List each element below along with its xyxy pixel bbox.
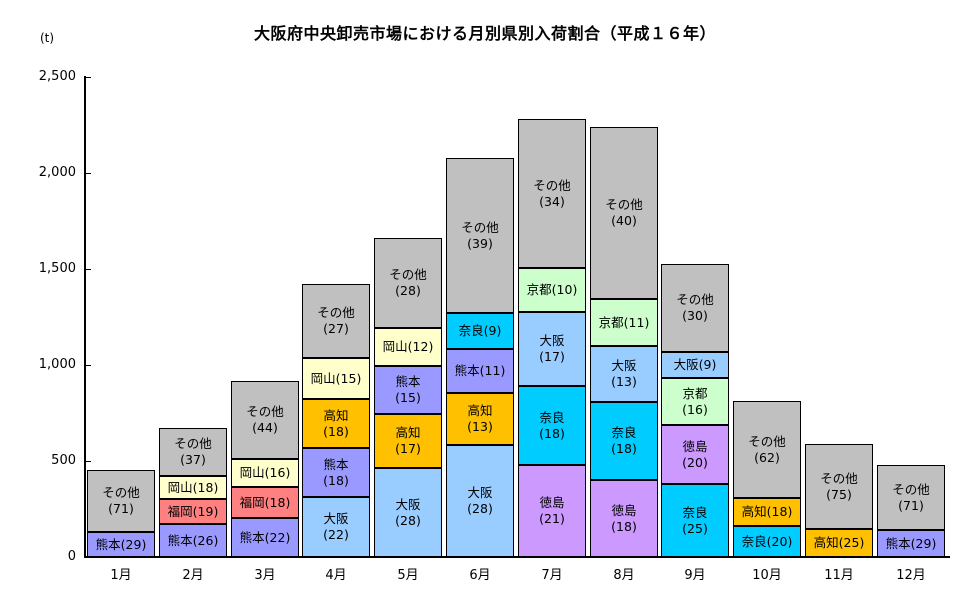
y-axis-tick-label: 0	[67, 549, 76, 564]
x-axis-category-label: 11月	[824, 568, 854, 583]
x-axis-line	[84, 556, 950, 558]
bar-segment-nara: 奈良 (18)	[518, 386, 586, 465]
bar-segment-kyoto: 京都(10)	[518, 268, 586, 312]
bar-segment-other: その他 (71)	[87, 470, 155, 532]
bar-segment-kumamoto: 熊本(29)	[87, 532, 155, 557]
y-axis-unit-label: (t)	[40, 31, 55, 45]
bar-segment-kochi: 高知(25)	[805, 529, 873, 557]
bar-segment-kochi: 高知(18)	[302, 399, 370, 448]
y-axis-tick-label: 500	[51, 453, 76, 468]
bar-segment-osaka: 大阪 (28)	[374, 468, 442, 557]
x-axis-category-label: 2月	[182, 568, 204, 583]
x-axis-category-label: 5月	[397, 568, 419, 583]
y-axis-tick-mark	[86, 77, 91, 78]
y-axis-line	[84, 76, 86, 558]
bar-segment-kumamoto: 熊本 (15)	[374, 366, 442, 414]
bar-month-3: 熊本(22) 福岡(18) 岡山(16) その他 (44)	[231, 76, 299, 557]
bar-segment-kochi: 高知 (17)	[374, 414, 442, 468]
bar-month-1: 熊本(29) その他 (71)	[87, 76, 155, 557]
y-axis-tick-label: 1,500	[38, 261, 76, 276]
x-axis-category-label: 6月	[469, 568, 491, 583]
bar-month-8: 徳島 (18) 奈良 (18) 大阪 (13) 京都(11) その他 (40)	[590, 76, 658, 557]
x-axis-category-label: 1月	[110, 568, 132, 583]
bar-segment-kumamoto: 熊本(22)	[231, 518, 299, 557]
x-axis-category-label: 4月	[325, 568, 347, 583]
bar-segment-other: その他 (62)	[733, 401, 801, 498]
bar-segment-other: その他 (44)	[231, 381, 299, 459]
bar-segment-other: その他 (39)	[446, 158, 514, 313]
bar-segment-kumamoto: 熊本(11)	[446, 349, 514, 393]
bar-segment-okayama: 岡山(15)	[302, 358, 370, 399]
x-axis-category-label: 3月	[254, 568, 276, 583]
bar-segment-osaka: 大阪 (28)	[446, 445, 514, 557]
bar-segment-fukuoka: 福岡(19)	[159, 499, 227, 524]
y-axis-tick-mark	[86, 173, 91, 174]
bar-segment-osaka: 大阪 (17)	[518, 312, 586, 386]
bar-month-4: 大阪 (22) 熊本 (18) 高知 (18) 岡山(15) その他 (27)	[302, 76, 370, 557]
bar-segment-kochi: 高知(18)	[733, 498, 801, 526]
bar-segment-nara: 奈良(20)	[733, 526, 801, 557]
bar-month-10: 奈良(20) 高知(18) その他 (62)	[733, 76, 801, 557]
bar-segment-tokushima: 徳島 (21)	[518, 465, 586, 557]
x-axis-category-label: 7月	[541, 568, 563, 583]
bar-month-6: 大阪 (28) 高知 (13) 熊本(11) 奈良(9) その他 (39)	[446, 76, 514, 557]
bar-segment-nara: 奈良 (18)	[590, 402, 658, 480]
bar-segment-nara: 奈良(9)	[446, 313, 514, 349]
y-axis-tick-label: 2,000	[38, 165, 76, 180]
bar-segment-kyoto: 京都 (16)	[661, 378, 729, 425]
y-axis-tick-mark	[86, 365, 91, 366]
bar-segment-kumamoto: 熊本 (18)	[302, 448, 370, 497]
bar-month-11: 高知(25) その他 (75)	[805, 76, 873, 557]
bar-segment-kumamoto: 熊本(29)	[877, 530, 945, 557]
bar-month-9: 奈良 (25) 徳島 (20) 京都 (16) 大阪(9) その他 (30)	[661, 76, 729, 557]
bar-month-7: 徳島 (21) 奈良 (18) 大阪 (17) 京都(10) その他 (34)	[518, 76, 586, 557]
bar-segment-osaka: 大阪(9)	[661, 352, 729, 378]
bar-segment-osaka: 大阪 (13)	[590, 346, 658, 402]
x-axis-category-label: 8月	[613, 568, 635, 583]
bar-segment-kumamoto: 熊本(26)	[159, 524, 227, 557]
bar-month-12: 熊本(29) その他 (71)	[877, 76, 945, 557]
y-axis-tick-label: 1,000	[38, 357, 76, 372]
bar-segment-other: その他 (40)	[590, 127, 658, 299]
bar-month-5: 大阪 (28) 高知 (17) 熊本 (15) 岡山(12) その他 (28)	[374, 76, 442, 557]
bar-segment-osaka: 大阪 (22)	[302, 497, 370, 557]
bar-segment-other: その他 (71)	[877, 465, 945, 530]
y-axis-tick-label: 2,500	[38, 69, 76, 84]
y-axis-tick-mark	[86, 269, 91, 270]
bar-segment-nara: 奈良 (25)	[661, 484, 729, 557]
bar-segment-tokushima: 徳島 (20)	[661, 425, 729, 484]
bar-segment-other: その他 (30)	[661, 264, 729, 352]
bar-segment-other: その他 (27)	[302, 284, 370, 358]
bar-segment-fukuoka: 福岡(18)	[231, 487, 299, 518]
bar-segment-other: その他 (28)	[374, 238, 442, 328]
bar-segment-other: その他 (75)	[805, 444, 873, 529]
bar-segment-okayama: 岡山(16)	[231, 459, 299, 487]
bar-segment-other: その他 (37)	[159, 428, 227, 476]
x-axis-category-label: 12月	[896, 568, 926, 583]
bar-segment-other: その他 (34)	[518, 119, 586, 268]
x-axis-category-label: 10月	[752, 568, 782, 583]
bar-segment-tokushima: 徳島 (18)	[590, 480, 658, 557]
chart-title: 大阪府中央卸売市場における月別県別入荷割合（平成１６年）	[253, 24, 716, 43]
bar-segment-kyoto: 京都(11)	[590, 299, 658, 346]
bar-segment-kochi: 高知 (13)	[446, 393, 514, 445]
y-axis-tick-mark	[86, 461, 91, 462]
x-axis-category-label: 9月	[684, 568, 706, 583]
bar-month-2: 熊本(26) 福岡(19) 岡山(18) その他 (37)	[159, 76, 227, 557]
bar-segment-okayama: 岡山(12)	[374, 328, 442, 366]
bar-segment-okayama: 岡山(18)	[159, 476, 227, 499]
